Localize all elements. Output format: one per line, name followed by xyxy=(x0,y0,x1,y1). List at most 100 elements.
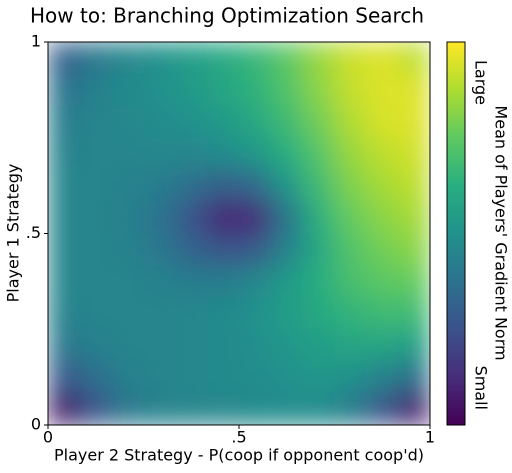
heatmap-cell xyxy=(398,265,430,298)
heatmap-cell xyxy=(79,265,113,298)
heatmap-cell xyxy=(398,105,430,139)
heatmap-cell xyxy=(175,265,208,298)
heatmap-cell xyxy=(79,73,113,107)
heatmap-cell xyxy=(239,297,272,330)
heatmap-cell xyxy=(398,169,430,203)
heatmap-cell xyxy=(270,329,304,362)
heatmap-cell xyxy=(175,361,208,394)
heatmap-cell xyxy=(334,42,367,75)
heatmap-cell xyxy=(366,393,399,425)
heatmap-cell xyxy=(270,137,304,171)
heatmap-cell xyxy=(334,169,367,203)
heatmap-cell xyxy=(334,265,367,298)
heatmap-cell xyxy=(207,265,240,298)
heatmap-cell xyxy=(143,393,176,425)
heatmap-cell xyxy=(366,233,399,266)
heatmap-cell xyxy=(111,265,144,298)
heatmap-cell xyxy=(143,105,176,139)
heatmap-cell xyxy=(111,393,144,425)
heatmap-cell xyxy=(398,73,430,107)
heatmap-cell xyxy=(207,361,240,394)
heatmap-cell xyxy=(143,297,176,330)
heatmap-cell xyxy=(239,361,272,394)
heatmap-cell xyxy=(207,201,240,234)
colorbar-label: Mean of Players' Gradient Norm xyxy=(492,105,511,360)
heatmap-cell xyxy=(398,393,430,425)
heatmap-cell xyxy=(143,233,176,266)
heatmap-cell xyxy=(366,297,399,330)
heatmap-cell xyxy=(366,265,399,298)
heatmap-cell xyxy=(111,73,144,107)
heatmap-cell xyxy=(207,105,240,139)
heatmap-cell xyxy=(143,265,176,298)
x-axis-label: Player 2 Strategy - P(coop if opponent c… xyxy=(54,446,424,465)
heatmap-cell xyxy=(366,105,399,139)
heatmap-cell xyxy=(175,233,208,266)
heatmap-cell xyxy=(270,361,304,394)
heatmap-cell xyxy=(111,361,144,394)
heatmap-cell xyxy=(239,265,272,298)
heatmap-cell xyxy=(270,73,304,107)
heatmap-cell xyxy=(270,297,304,330)
heatmap-cells xyxy=(48,42,430,425)
heatmap-cell xyxy=(239,137,272,171)
chart-title: How to: Branching Optimization Search xyxy=(30,4,424,28)
heatmap-cell xyxy=(239,393,272,425)
heatmap-cell xyxy=(366,169,399,203)
y-axis-label: Player 1 Strategy xyxy=(4,164,23,303)
heatmap-cell xyxy=(111,201,144,234)
heatmap-cell xyxy=(143,169,176,203)
heatmap-cell xyxy=(175,201,208,234)
heatmap-cell xyxy=(366,137,399,171)
heatmap-cell xyxy=(79,137,113,171)
x-tick-label: 1 xyxy=(425,428,435,447)
heatmap-cell xyxy=(334,393,367,425)
heatmap-cell xyxy=(334,137,367,171)
heatmap-cell xyxy=(302,329,335,362)
heatmap-cell xyxy=(48,201,81,234)
heatmap-cell xyxy=(79,169,113,203)
heatmap-cell xyxy=(302,233,335,266)
heatmap-cell xyxy=(79,297,113,330)
heatmap-area xyxy=(48,42,430,425)
heatmap-cell xyxy=(143,73,176,107)
heatmap-cell xyxy=(48,105,81,139)
y-tick-label: 0 xyxy=(31,415,41,434)
heatmap-cell xyxy=(239,42,272,75)
heatmap-cell xyxy=(270,105,304,139)
heatmap-cell xyxy=(143,42,176,75)
heatmap-cell xyxy=(302,137,335,171)
colorbar-high-label: Large xyxy=(472,60,491,105)
heatmap-cell xyxy=(334,297,367,330)
heatmap-cell xyxy=(366,329,399,362)
heatmap-cell xyxy=(207,73,240,107)
heatmap-cell xyxy=(79,393,113,425)
heatmap-cell xyxy=(79,329,113,362)
heatmap-cell xyxy=(239,73,272,107)
heatmap-cell xyxy=(239,201,272,234)
heatmap-cell xyxy=(207,42,240,75)
heatmap-cell xyxy=(398,42,430,75)
heatmap-cell xyxy=(175,169,208,203)
heatmap-cell xyxy=(366,361,399,394)
heatmap-cell xyxy=(143,137,176,171)
heatmap-cell xyxy=(48,361,81,394)
heatmap-cell xyxy=(239,169,272,203)
heatmap-cell xyxy=(302,169,335,203)
heatmap-cell xyxy=(207,169,240,203)
heatmap-cell xyxy=(79,361,113,394)
heatmap-cell xyxy=(175,137,208,171)
heatmap-cell xyxy=(398,329,430,362)
heatmap-cell xyxy=(143,361,176,394)
heatmap-cell xyxy=(270,393,304,425)
heatmap-cell xyxy=(239,329,272,362)
heatmap-cell xyxy=(270,265,304,298)
heatmap-cell xyxy=(79,233,113,266)
heatmap-cell xyxy=(334,105,367,139)
heatmap-cell xyxy=(48,297,81,330)
heatmap-cell xyxy=(302,42,335,75)
x-tick-label: 0 xyxy=(43,428,53,447)
x-tick-label: .5 xyxy=(231,428,246,447)
heatmap-cell xyxy=(79,201,113,234)
